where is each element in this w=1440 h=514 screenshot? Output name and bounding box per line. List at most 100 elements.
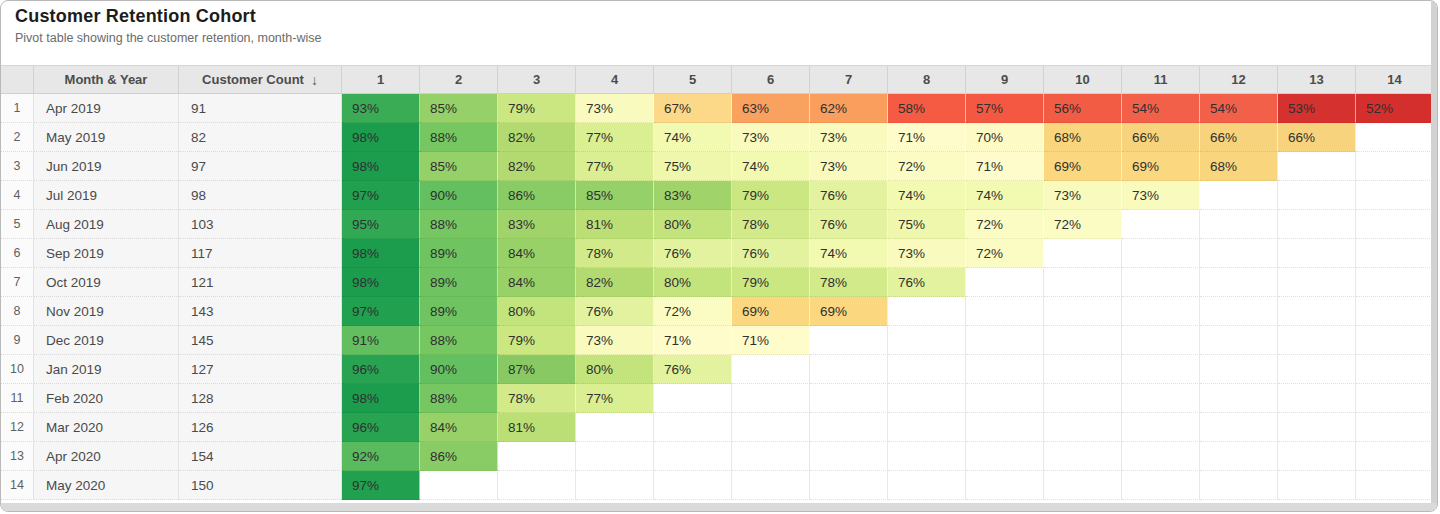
retention-heatmap-cell[interactable]: 76% — [888, 268, 966, 297]
retention-heatmap-cell[interactable]: 74% — [654, 123, 732, 152]
retention-heatmap-cell[interactable]: 80% — [654, 210, 732, 239]
retention-heatmap-cell[interactable]: 75% — [888, 210, 966, 239]
retention-heatmap-cell[interactable]: 96% — [342, 355, 420, 384]
retention-heatmap-cell[interactable]: 72% — [966, 210, 1044, 239]
retention-heatmap-cell[interactable]: 57% — [966, 94, 1044, 123]
retention-heatmap-cell[interactable]: 67% — [654, 94, 732, 123]
retention-heatmap-cell[interactable]: 98% — [342, 268, 420, 297]
retention-heatmap-cell[interactable]: 56% — [1044, 94, 1122, 123]
retention-heatmap-cell[interactable]: 52% — [1356, 94, 1434, 123]
retention-heatmap-cell[interactable]: 73% — [732, 123, 810, 152]
retention-heatmap-cell[interactable]: 82% — [576, 268, 654, 297]
retention-heatmap-cell[interactable]: 86% — [420, 442, 498, 471]
retention-heatmap-cell[interactable]: 66% — [1278, 123, 1356, 152]
retention-heatmap-cell[interactable]: 85% — [420, 152, 498, 181]
retention-heatmap-cell[interactable]: 70% — [966, 123, 1044, 152]
retention-heatmap-cell[interactable]: 93% — [342, 94, 420, 123]
retention-heatmap-cell[interactable]: 69% — [1122, 152, 1200, 181]
retention-heatmap-cell[interactable]: 53% — [1278, 94, 1356, 123]
month-number-column-header[interactable]: 3 — [498, 66, 576, 94]
retention-heatmap-cell[interactable]: 85% — [420, 94, 498, 123]
retention-heatmap-cell[interactable]: 82% — [498, 123, 576, 152]
retention-heatmap-cell[interactable]: 78% — [576, 239, 654, 268]
retention-heatmap-cell[interactable]: 98% — [342, 384, 420, 413]
retention-heatmap-cell[interactable]: 76% — [810, 210, 888, 239]
retention-heatmap-cell[interactable]: 96% — [342, 413, 420, 442]
retention-heatmap-cell[interactable]: 90% — [420, 355, 498, 384]
retention-heatmap-cell[interactable]: 84% — [498, 239, 576, 268]
retention-heatmap-cell[interactable]: 72% — [1044, 210, 1122, 239]
retention-heatmap-cell[interactable]: 88% — [420, 326, 498, 355]
retention-heatmap-cell[interactable]: 66% — [1122, 123, 1200, 152]
month-number-column-header[interactable]: 7 — [810, 66, 888, 94]
retention-heatmap-cell[interactable]: 89% — [420, 297, 498, 326]
retention-heatmap-cell[interactable]: 74% — [732, 152, 810, 181]
retention-heatmap-cell[interactable]: 76% — [810, 181, 888, 210]
retention-heatmap-cell[interactable]: 72% — [654, 297, 732, 326]
month-number-column-header[interactable]: 10 — [1044, 66, 1122, 94]
retention-heatmap-cell[interactable]: 97% — [342, 471, 420, 500]
retention-heatmap-cell[interactable]: 95% — [342, 210, 420, 239]
retention-heatmap-cell[interactable]: 88% — [420, 123, 498, 152]
retention-heatmap-cell[interactable]: 80% — [576, 355, 654, 384]
retention-heatmap-cell[interactable]: 89% — [420, 268, 498, 297]
retention-heatmap-cell[interactable]: 79% — [732, 181, 810, 210]
retention-heatmap-cell[interactable]: 86% — [498, 181, 576, 210]
retention-heatmap-cell[interactable]: 58% — [888, 94, 966, 123]
retention-heatmap-cell[interactable]: 74% — [810, 239, 888, 268]
retention-heatmap-cell[interactable]: 68% — [1044, 123, 1122, 152]
retention-heatmap-cell[interactable]: 81% — [576, 210, 654, 239]
retention-heatmap-cell[interactable]: 76% — [654, 239, 732, 268]
retention-heatmap-cell[interactable]: 76% — [732, 239, 810, 268]
retention-heatmap-cell[interactable]: 82% — [498, 152, 576, 181]
retention-heatmap-cell[interactable]: 97% — [342, 181, 420, 210]
retention-heatmap-cell[interactable]: 79% — [498, 94, 576, 123]
retention-heatmap-cell[interactable]: 90% — [420, 181, 498, 210]
retention-heatmap-cell[interactable]: 73% — [810, 123, 888, 152]
retention-heatmap-cell[interactable]: 54% — [1200, 94, 1278, 123]
retention-heatmap-cell[interactable]: 87% — [498, 355, 576, 384]
retention-heatmap-cell[interactable]: 71% — [732, 326, 810, 355]
month-number-column-header[interactable]: 6 — [732, 66, 810, 94]
retention-heatmap-cell[interactable]: 88% — [420, 210, 498, 239]
retention-heatmap-cell[interactable]: 73% — [810, 152, 888, 181]
month-number-column-header[interactable]: 4 — [576, 66, 654, 94]
retention-heatmap-cell[interactable]: 84% — [420, 413, 498, 442]
month-number-column-header[interactable]: 2 — [420, 66, 498, 94]
retention-heatmap-cell[interactable]: 78% — [498, 384, 576, 413]
retention-heatmap-cell[interactable]: 69% — [810, 297, 888, 326]
retention-heatmap-cell[interactable]: 98% — [342, 239, 420, 268]
retention-heatmap-cell[interactable]: 78% — [810, 268, 888, 297]
retention-heatmap-cell[interactable]: 73% — [1122, 181, 1200, 210]
retention-heatmap-cell[interactable]: 85% — [576, 181, 654, 210]
vertical-scrollbar[interactable] — [1431, 1, 1437, 506]
retention-heatmap-cell[interactable]: 75% — [654, 152, 732, 181]
retention-heatmap-cell[interactable]: 91% — [342, 326, 420, 355]
month-number-column-header[interactable]: 14 — [1356, 66, 1434, 94]
retention-heatmap-cell[interactable]: 83% — [498, 210, 576, 239]
retention-heatmap-cell[interactable]: 73% — [888, 239, 966, 268]
customer-count-column-header[interactable]: Customer Count↓ — [179, 66, 342, 94]
retention-heatmap-cell[interactable]: 88% — [420, 384, 498, 413]
retention-heatmap-cell[interactable]: 72% — [966, 239, 1044, 268]
retention-heatmap-cell[interactable]: 76% — [654, 355, 732, 384]
month-number-column-header[interactable]: 13 — [1278, 66, 1356, 94]
retention-heatmap-cell[interactable]: 71% — [966, 152, 1044, 181]
retention-heatmap-cell[interactable]: 80% — [498, 297, 576, 326]
retention-heatmap-cell[interactable]: 79% — [498, 326, 576, 355]
retention-heatmap-cell[interactable]: 80% — [654, 268, 732, 297]
retention-heatmap-cell[interactable]: 54% — [1122, 94, 1200, 123]
retention-heatmap-cell[interactable]: 77% — [576, 384, 654, 413]
retention-heatmap-cell[interactable]: 98% — [342, 123, 420, 152]
retention-heatmap-cell[interactable]: 89% — [420, 239, 498, 268]
retention-heatmap-cell[interactable]: 73% — [576, 94, 654, 123]
horizontal-scrollbar[interactable] — [1, 503, 1437, 511]
month-number-column-header[interactable]: 12 — [1200, 66, 1278, 94]
retention-heatmap-cell[interactable]: 78% — [732, 210, 810, 239]
retention-heatmap-cell[interactable]: 69% — [732, 297, 810, 326]
retention-heatmap-cell[interactable]: 81% — [498, 413, 576, 442]
month-number-column-header[interactable]: 1 — [342, 66, 420, 94]
sort-descending-icon[interactable]: ↓ — [311, 73, 318, 87]
retention-heatmap-cell[interactable]: 76% — [576, 297, 654, 326]
retention-heatmap-cell[interactable]: 66% — [1200, 123, 1278, 152]
